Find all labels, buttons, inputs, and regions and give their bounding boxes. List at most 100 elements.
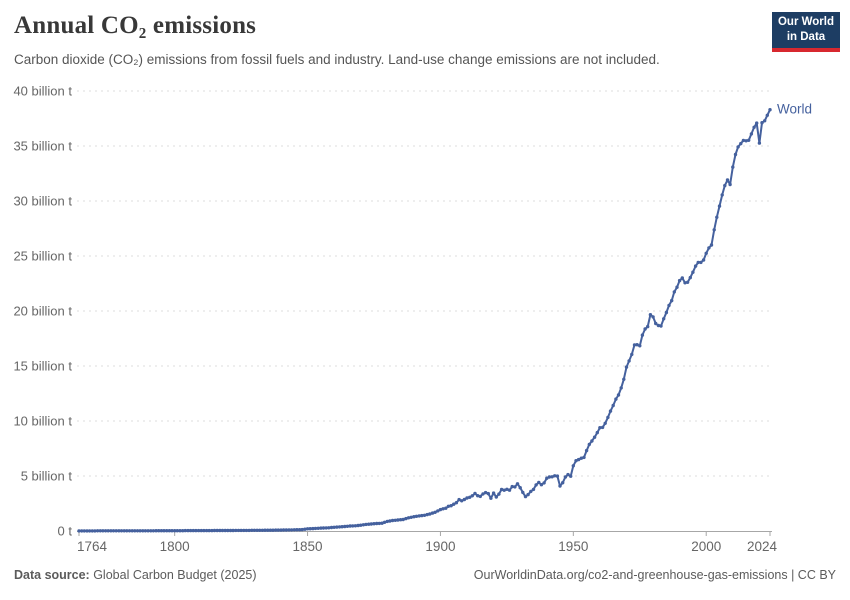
data-point[interactable] [428, 512, 432, 516]
data-point[interactable] [603, 421, 607, 425]
data-point[interactable] [473, 491, 477, 496]
data-point[interactable] [281, 528, 286, 532]
data-point[interactable] [494, 495, 498, 499]
data-point[interactable] [390, 518, 395, 523]
data-point[interactable] [125, 529, 129, 533]
data-point[interactable] [693, 264, 698, 268]
data-point[interactable] [167, 529, 172, 533]
data-point[interactable] [704, 251, 708, 255]
data-point[interactable] [643, 327, 647, 331]
data-point[interactable] [146, 529, 150, 533]
data-point[interactable] [274, 528, 278, 532]
data-point[interactable] [736, 145, 740, 149]
data-point[interactable] [491, 491, 496, 495]
data-point[interactable] [545, 476, 549, 480]
data-point[interactable] [553, 474, 557, 478]
data-point[interactable] [611, 403, 615, 408]
data-point[interactable] [308, 527, 312, 531]
data-point[interactable] [608, 409, 613, 413]
data-point[interactable] [670, 298, 674, 303]
data-point[interactable] [178, 529, 182, 533]
data-point[interactable] [250, 528, 254, 532]
data-point[interactable] [741, 138, 746, 143]
data-point[interactable] [624, 365, 629, 369]
data-point[interactable] [388, 519, 392, 523]
data-point[interactable] [510, 484, 514, 489]
data-point[interactable] [707, 246, 711, 250]
data-point[interactable] [531, 487, 536, 492]
data-point[interactable] [765, 113, 769, 118]
data-point[interactable] [149, 529, 153, 533]
data-point[interactable] [289, 528, 294, 532]
data-point[interactable] [127, 529, 132, 533]
data-point[interactable] [194, 528, 198, 533]
world-emissions-line[interactable] [78, 108, 771, 532]
data-point[interactable] [210, 528, 214, 533]
data-point[interactable] [103, 529, 108, 533]
data-point[interactable] [513, 485, 517, 489]
data-point[interactable] [521, 490, 525, 495]
data-point[interactable] [436, 509, 440, 513]
data-point[interactable] [218, 528, 222, 533]
data-point[interactable] [590, 439, 594, 443]
data-point[interactable] [654, 321, 658, 326]
data-point[interactable] [462, 497, 467, 502]
data-point[interactable] [606, 415, 610, 420]
data-point[interactable] [375, 521, 379, 526]
data-point[interactable] [247, 528, 251, 533]
data-point[interactable] [614, 397, 618, 401]
data-point[interactable] [723, 183, 727, 188]
data-point[interactable] [747, 138, 751, 142]
data-point[interactable] [175, 529, 179, 533]
data-point[interactable] [731, 165, 735, 169]
data-point[interactable] [478, 494, 482, 499]
data-point[interactable] [141, 529, 145, 533]
data-point[interactable] [523, 494, 528, 499]
owid-logo[interactable]: Our World in Data [772, 12, 840, 52]
data-point[interactable] [101, 529, 105, 533]
data-point[interactable] [438, 507, 443, 512]
data-point[interactable] [143, 529, 148, 533]
data-point[interactable] [276, 528, 280, 532]
data-point[interactable] [204, 528, 209, 533]
data-point[interactable] [353, 524, 358, 528]
data-point[interactable] [444, 506, 448, 510]
data-point[interactable] [356, 523, 360, 528]
data-point[interactable] [372, 522, 376, 526]
data-point[interactable] [712, 228, 716, 232]
data-point[interactable] [130, 529, 134, 533]
series-label-world[interactable]: World [777, 102, 812, 117]
data-point[interactable] [683, 281, 687, 285]
data-point[interactable] [465, 496, 469, 500]
data-point[interactable] [489, 496, 493, 500]
data-point[interactable] [196, 528, 201, 533]
data-point[interactable] [385, 519, 389, 524]
data-point[interactable] [550, 475, 554, 479]
data-point[interactable] [287, 528, 291, 532]
data-point[interactable] [677, 278, 682, 283]
data-point[interactable] [558, 484, 562, 488]
data-point[interactable] [685, 280, 690, 284]
data-point[interactable] [486, 491, 490, 496]
data-point[interactable] [457, 497, 461, 502]
data-point[interactable] [348, 524, 352, 528]
data-point[interactable] [321, 526, 326, 530]
data-point[interactable] [215, 528, 219, 533]
data-point[interactable] [98, 529, 103, 533]
data-point[interactable] [584, 448, 589, 453]
data-point[interactable] [359, 523, 363, 527]
data-point[interactable] [420, 513, 424, 518]
data-point[interactable] [632, 343, 637, 347]
data-point[interactable] [555, 474, 560, 478]
data-point[interactable] [162, 529, 166, 533]
data-point[interactable] [433, 510, 437, 514]
data-point[interactable] [396, 518, 400, 522]
data-point[interactable] [226, 528, 230, 533]
data-point[interactable] [292, 528, 296, 532]
data-point[interactable] [483, 490, 488, 495]
data-point[interactable] [319, 526, 323, 530]
data-point[interactable] [380, 521, 384, 525]
data-point[interactable] [449, 504, 453, 508]
data-point[interactable] [752, 125, 756, 129]
data-point[interactable] [297, 528, 302, 532]
